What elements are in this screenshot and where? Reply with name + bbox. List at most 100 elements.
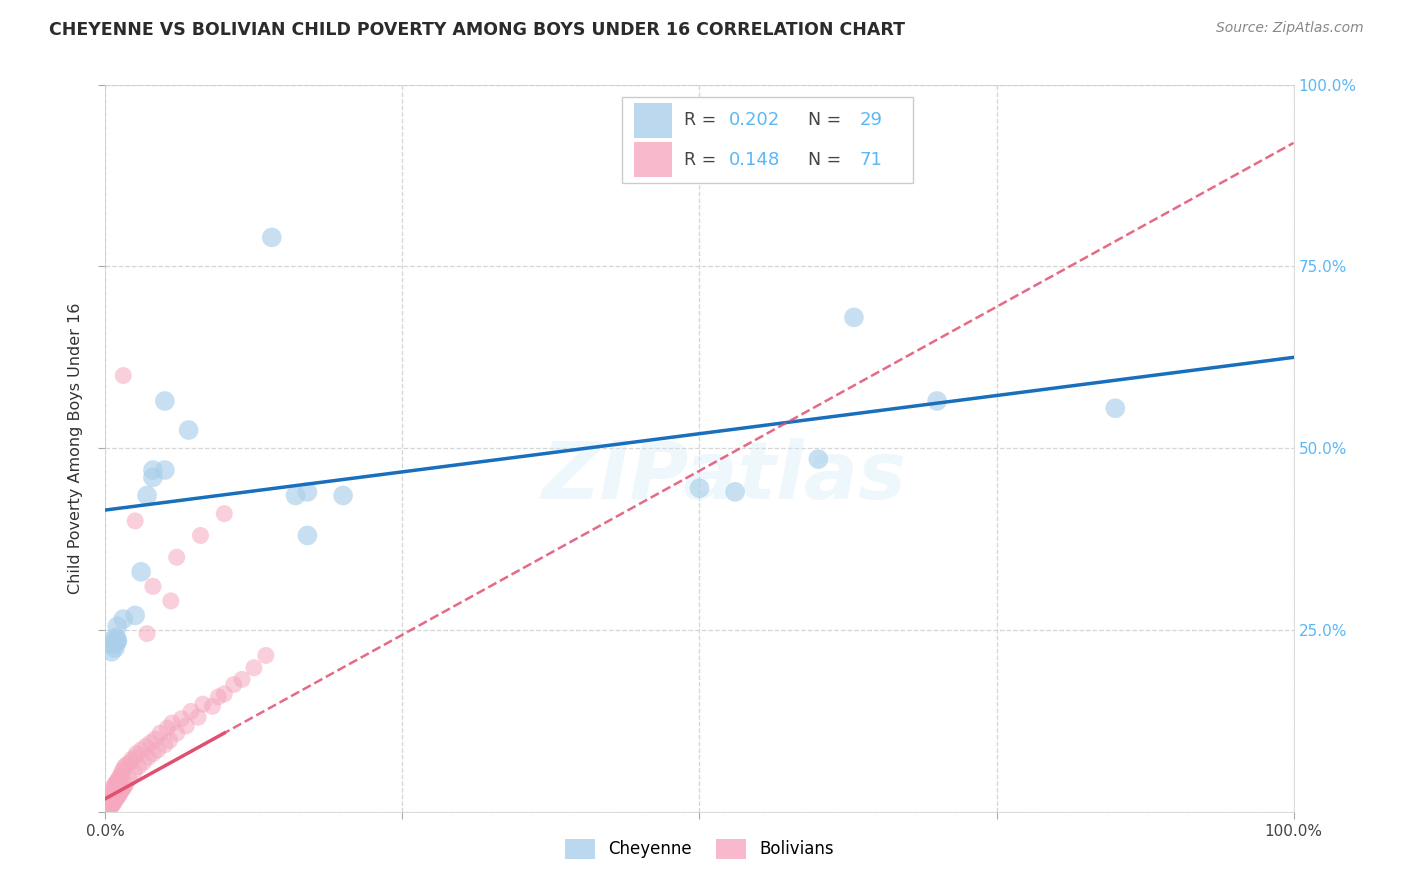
Point: [214, 687, 236, 701]
Point: [146, 743, 169, 757]
Point: [105, 633, 128, 648]
Point: [120, 756, 142, 770]
Point: [103, 796, 125, 810]
Point: [97, 794, 120, 808]
FancyBboxPatch shape: [623, 97, 914, 183]
Point: [191, 697, 214, 711]
Point: [214, 507, 236, 521]
Point: [105, 619, 128, 633]
Point: [110, 784, 132, 798]
Point: [112, 780, 135, 795]
Point: [105, 774, 128, 789]
Point: [156, 721, 179, 735]
Point: [149, 726, 172, 740]
Point: [101, 783, 124, 797]
Point: [129, 565, 152, 579]
Point: [132, 756, 155, 770]
Point: [177, 423, 200, 437]
Point: [284, 488, 307, 502]
Point: [689, 481, 711, 495]
Point: [124, 514, 146, 528]
Point: [98, 797, 121, 812]
Point: [925, 394, 948, 409]
Point: [231, 673, 253, 687]
Point: [142, 747, 165, 761]
Point: [115, 757, 138, 772]
Point: [136, 750, 159, 764]
Point: [297, 484, 319, 499]
Point: [100, 645, 122, 659]
Bar: [634, 142, 672, 178]
Point: [114, 777, 136, 791]
Point: [724, 484, 747, 499]
Point: [135, 739, 157, 754]
Point: [105, 775, 128, 789]
Point: [254, 648, 277, 663]
Point: [1104, 401, 1126, 416]
Point: [101, 797, 124, 812]
Point: [128, 759, 150, 773]
Text: N =: N =: [797, 151, 846, 169]
Legend: Cheyenne, Bolivians: Cheyenne, Bolivians: [558, 832, 841, 865]
Point: [121, 752, 143, 766]
Point: [222, 677, 245, 691]
Point: [100, 638, 122, 652]
Point: [142, 463, 165, 477]
Point: [136, 626, 159, 640]
Point: [114, 759, 136, 773]
Point: [159, 733, 181, 747]
Point: [142, 470, 165, 484]
Point: [207, 690, 229, 704]
Point: [125, 747, 148, 761]
Point: [104, 638, 127, 652]
Point: [107, 789, 129, 803]
Point: [332, 488, 354, 502]
Point: [107, 772, 129, 786]
Point: [136, 488, 159, 502]
Point: [139, 736, 162, 750]
Point: [108, 770, 131, 784]
Point: [260, 230, 283, 244]
Point: [142, 579, 165, 593]
Point: [110, 768, 132, 782]
Point: [118, 772, 141, 786]
Point: [190, 528, 212, 542]
Point: [105, 790, 128, 805]
Point: [160, 716, 183, 731]
Point: [112, 763, 135, 777]
Point: [153, 394, 176, 409]
Point: [129, 743, 152, 757]
Text: R =: R =: [685, 112, 721, 129]
Point: [104, 777, 127, 791]
Y-axis label: Child Poverty Among Boys Under 16: Child Poverty Among Boys Under 16: [67, 302, 83, 594]
Point: [143, 731, 166, 746]
Point: [166, 550, 188, 565]
Text: 71: 71: [860, 151, 883, 169]
Point: [104, 641, 127, 656]
Point: [100, 633, 122, 648]
Point: [297, 528, 319, 542]
Text: R =: R =: [685, 151, 721, 169]
Point: [105, 630, 128, 644]
Point: [100, 787, 122, 801]
Point: [187, 710, 209, 724]
Point: [104, 794, 127, 808]
Point: [153, 463, 176, 477]
Point: [112, 612, 135, 626]
Point: [166, 726, 188, 740]
Point: [201, 699, 224, 714]
Point: [111, 783, 134, 797]
Point: [103, 779, 125, 793]
Point: [807, 452, 830, 467]
Text: Source: ZipAtlas.com: Source: ZipAtlas.com: [1216, 21, 1364, 36]
Point: [243, 661, 266, 675]
Point: [124, 608, 146, 623]
Point: [180, 705, 202, 719]
Point: [98, 790, 121, 805]
Point: [111, 764, 134, 779]
Point: [124, 750, 146, 764]
Point: [112, 368, 135, 383]
Text: 0.202: 0.202: [730, 112, 780, 129]
Text: CHEYENNE VS BOLIVIAN CHILD POVERTY AMONG BOYS UNDER 16 CORRELATION CHART: CHEYENNE VS BOLIVIAN CHILD POVERTY AMONG…: [49, 21, 905, 39]
Text: N =: N =: [797, 112, 846, 129]
